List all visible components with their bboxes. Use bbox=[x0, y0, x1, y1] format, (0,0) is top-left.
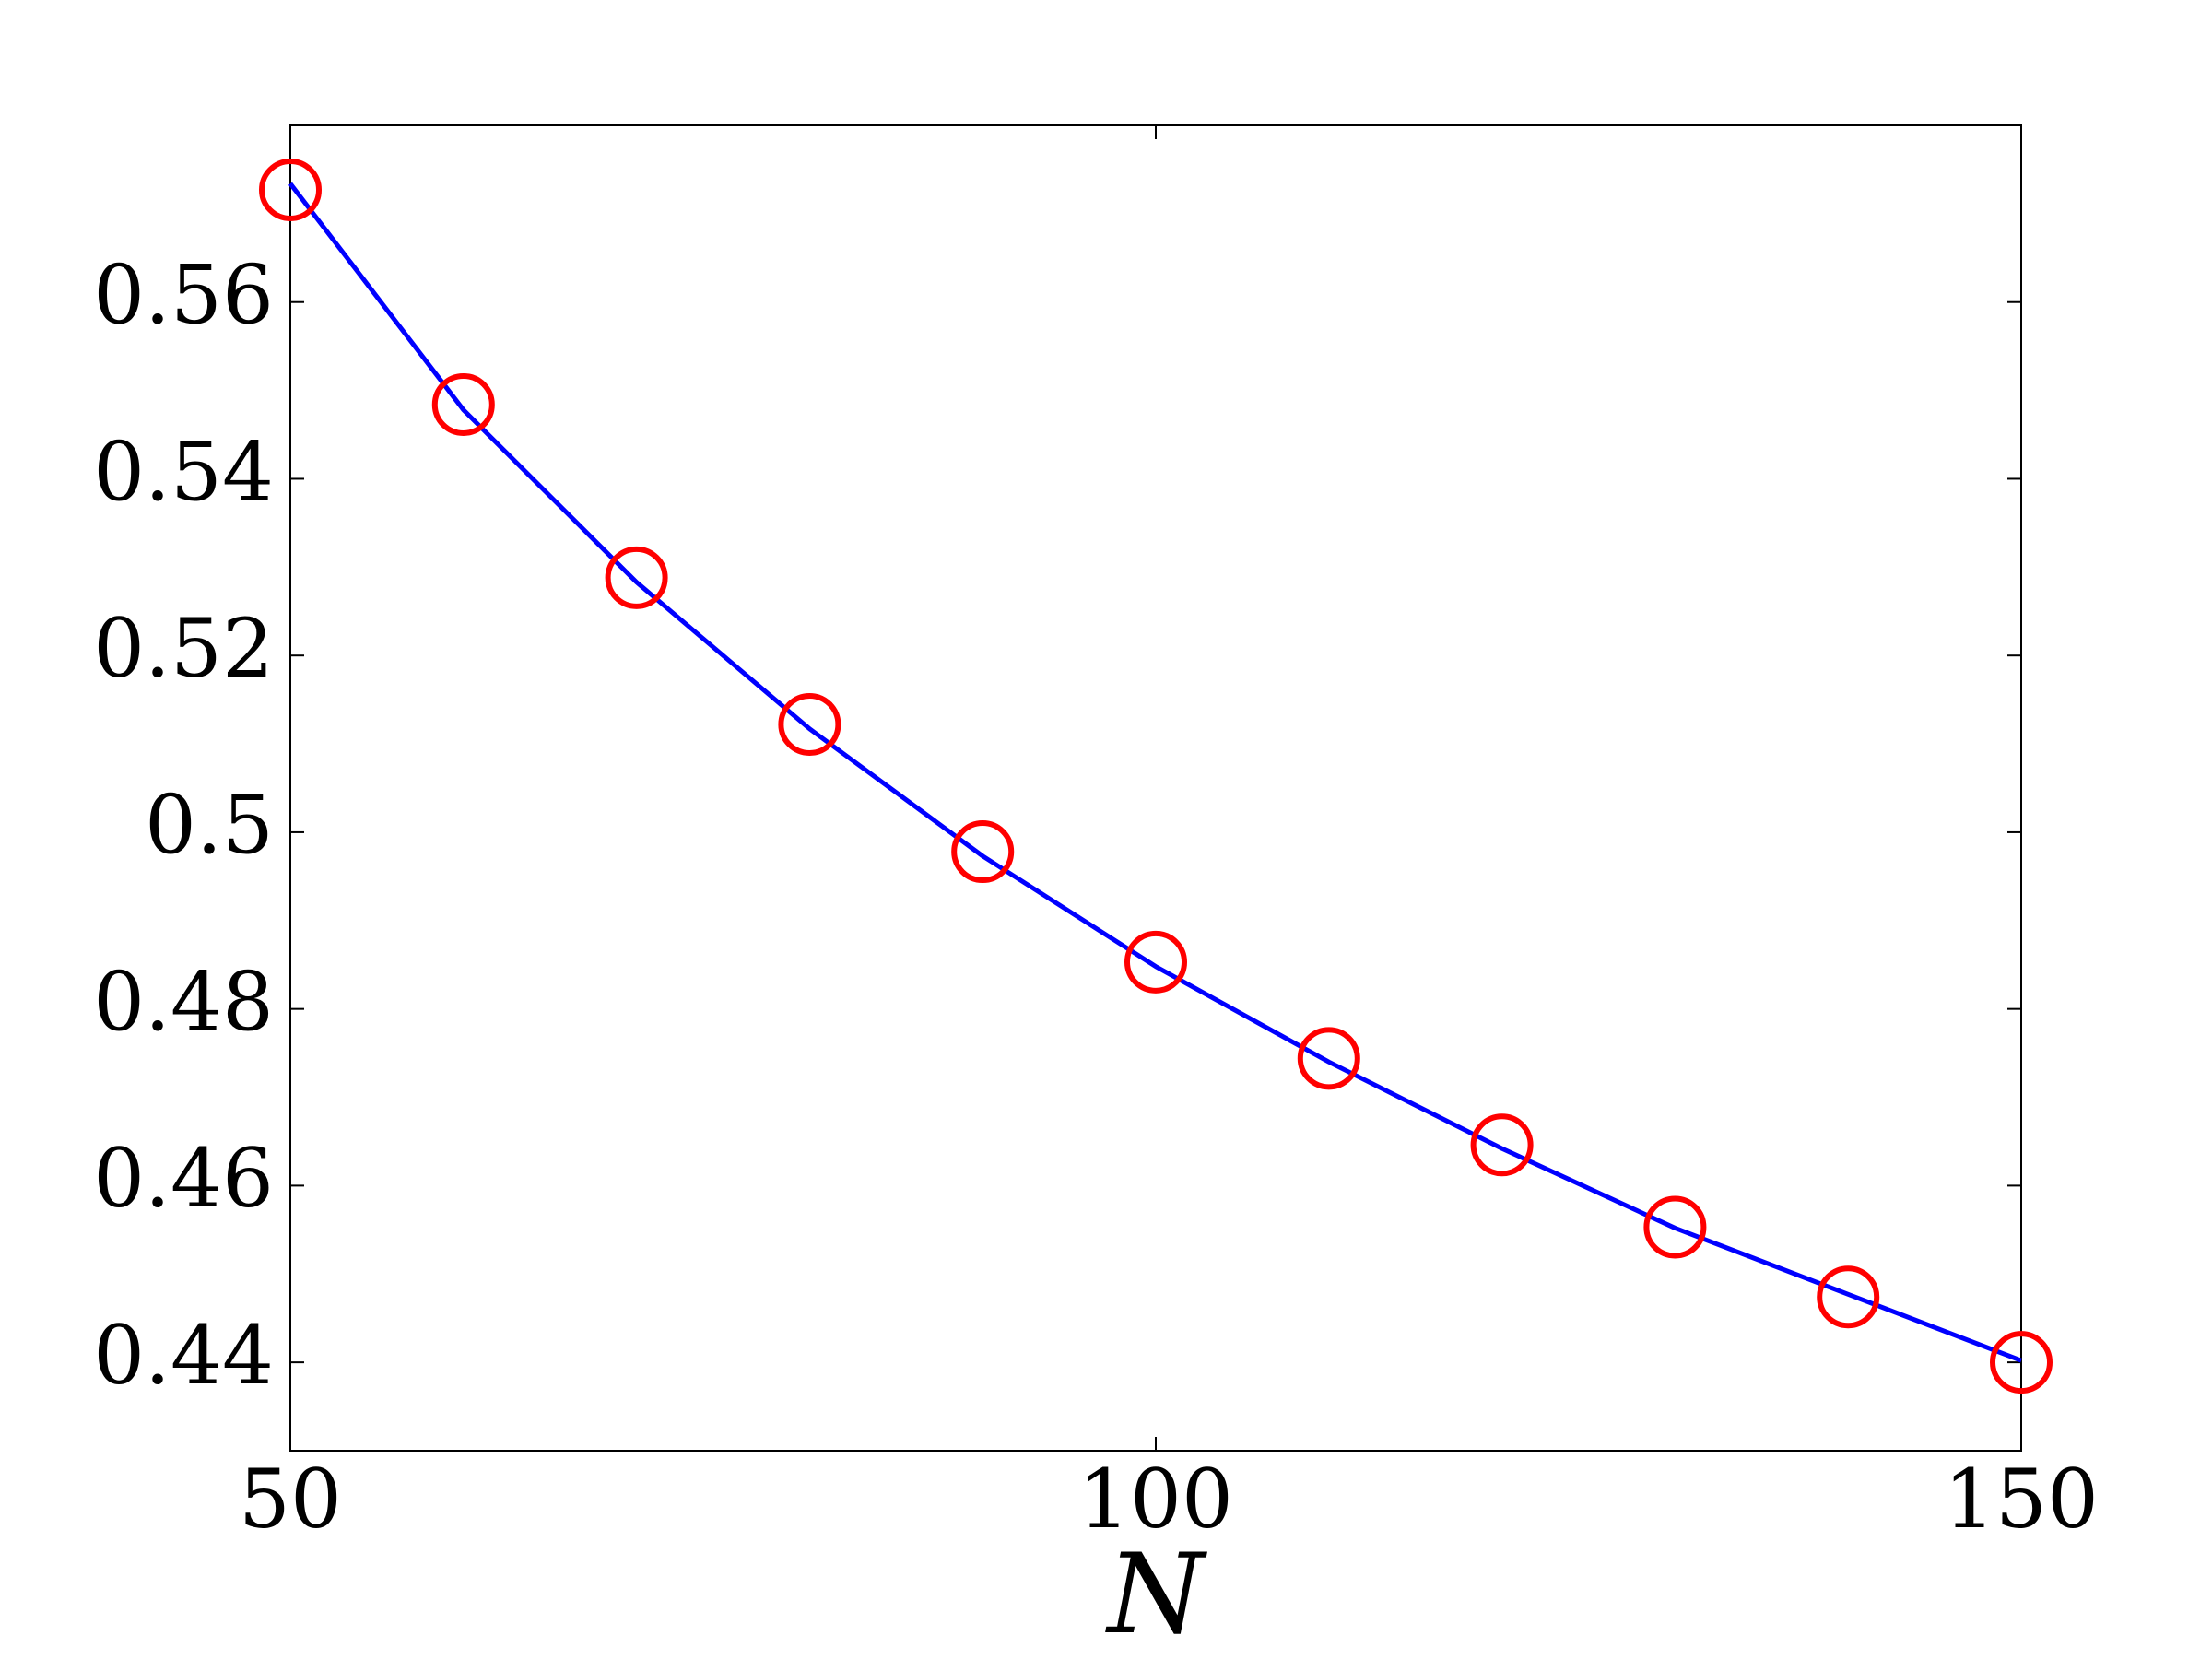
x-axis-label: N bbox=[1105, 1531, 1208, 1659]
marker bbox=[259, 158, 322, 221]
y-tick-label: 0.52 bbox=[93, 601, 274, 696]
marker bbox=[605, 546, 668, 609]
marker bbox=[1990, 1331, 2053, 1394]
y-tick-label: 0.54 bbox=[93, 424, 274, 519]
x-tick-label: 50 bbox=[239, 1452, 342, 1547]
marker bbox=[1643, 1195, 1707, 1259]
x-tick-label: 100 bbox=[1078, 1452, 1233, 1547]
y-tick-label: 0.48 bbox=[93, 954, 274, 1049]
x-tick-label: 150 bbox=[1944, 1452, 2099, 1547]
marker bbox=[431, 372, 495, 436]
y-tick-label: 0.56 bbox=[93, 248, 274, 343]
y-tick-label: 0.46 bbox=[93, 1131, 274, 1226]
marker bbox=[778, 692, 841, 756]
marker bbox=[1124, 930, 1187, 994]
marker bbox=[1817, 1265, 1880, 1329]
marker bbox=[1470, 1113, 1534, 1177]
y-tick-label: 0.5 bbox=[145, 778, 274, 873]
line bbox=[288, 182, 2022, 1363]
marker bbox=[951, 820, 1015, 884]
marker bbox=[1297, 1027, 1360, 1090]
y-tick-label: 0.44 bbox=[93, 1308, 274, 1403]
